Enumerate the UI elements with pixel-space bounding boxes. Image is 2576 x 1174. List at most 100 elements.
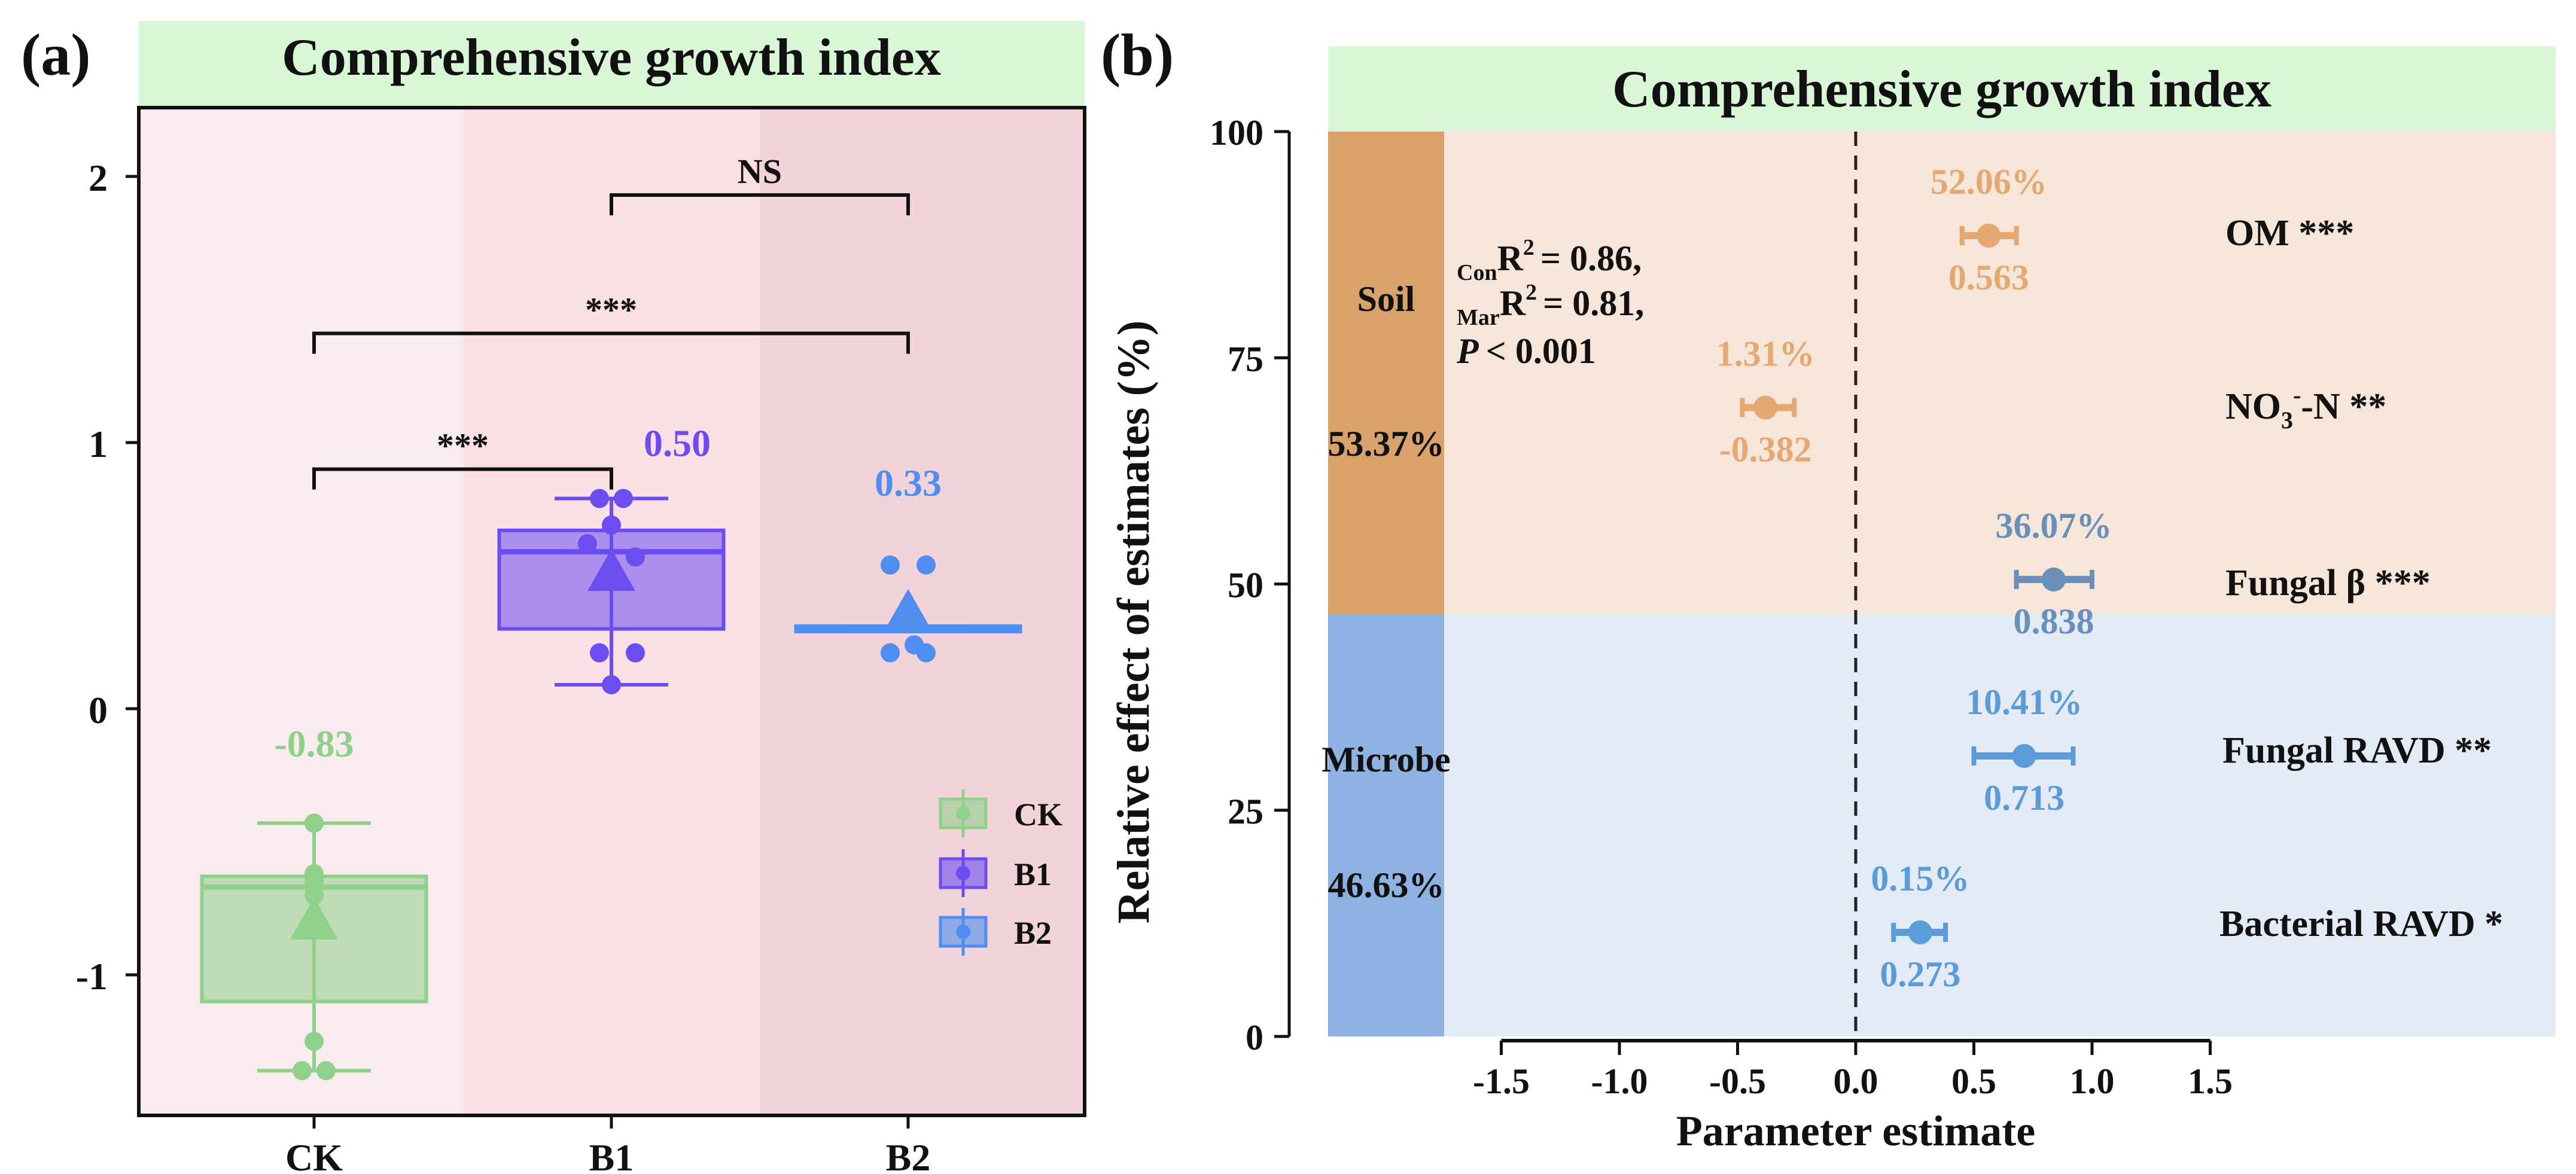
y-axis-a: -1 0 1 2	[76, 157, 139, 998]
y-tick-label-b: 75	[1228, 339, 1263, 379]
estimate-point	[1908, 920, 1932, 945]
percent-label: 1.31%	[1716, 334, 1815, 373]
data-point	[305, 813, 324, 833]
panel-a: Comprehensive growth index -1 0 1 2 *** *** N…	[76, 21, 1086, 1174]
mean-label: 0.50	[644, 422, 711, 464]
bracket-label: ***	[437, 426, 489, 465]
panel-label-b: (b)	[1101, 22, 1174, 88]
y-tick-label-b: 100	[1210, 113, 1263, 153]
estimate-point	[1977, 223, 2001, 248]
x-axis-b: -1.5 -1.0 -0.5 0.0 0.5 1.0 1.5	[1473, 1039, 2233, 1101]
legend-label: B2	[1014, 915, 1052, 951]
significance-brackets: *** *** NS	[312, 152, 910, 490]
svg-text:P< 0.001: P < 0.001	[1456, 331, 1596, 371]
group-percent: 46.63%	[1328, 865, 1445, 905]
group-bar-soil	[1328, 132, 1444, 615]
legend-item-b2: B2	[939, 908, 1052, 956]
data-point	[881, 643, 900, 663]
boxplot-b2: 0.33	[794, 462, 1022, 663]
y-tick-label-b: 0	[1246, 1018, 1263, 1057]
x-tick-label-a: B2	[886, 1136, 931, 1174]
mean-marker	[587, 549, 635, 591]
tspan: -N **	[2301, 386, 2386, 427]
panel-b: Comprehensive growth index Soil 53.37% Mic…	[1109, 47, 2556, 1155]
y-tick-label-a: 1	[89, 423, 108, 465]
title-band-b	[1328, 47, 2556, 132]
predictor-label: Fungal RAVD **	[2222, 730, 2492, 771]
mean-marker	[884, 588, 932, 631]
x-tick-label-b: 0.0	[1834, 1062, 1878, 1101]
band-microbe	[1444, 614, 2556, 1036]
percent-label: 36.07%	[1996, 506, 2112, 545]
data-point	[881, 555, 900, 575]
group-label: Microbe	[1322, 740, 1450, 779]
group-percent: 53.37%	[1328, 424, 1445, 463]
data-point	[293, 1061, 312, 1081]
data-point	[602, 675, 621, 694]
estimate-fungal-ravd: 10.41% 0.713	[1966, 682, 2082, 818]
bg-b2	[760, 108, 1085, 1115]
mean-label: -0.83	[274, 722, 354, 765]
data-point	[305, 1032, 324, 1051]
legend-dot	[956, 925, 970, 939]
boxplot-ck: -0.83	[200, 722, 428, 1081]
percent-label: 10.41%	[1966, 682, 2082, 722]
legend-item-b1: B1	[939, 849, 1052, 897]
legend-swatch	[939, 857, 988, 889]
predictor-labels: OM *** NO3--N ** Fungal β *** Fungal RAVD *…	[2219, 213, 2503, 944]
boxplot-b1: 0.50	[497, 422, 726, 694]
estimate-point	[2012, 743, 2036, 768]
tspan: NO	[2225, 386, 2281, 427]
data-point	[602, 515, 621, 535]
title-b: Comprehensive growth index	[1612, 60, 2271, 118]
legend-item-ck: CK	[939, 789, 1062, 837]
data-point	[916, 643, 936, 663]
y-tick-label-a: 2	[89, 157, 108, 199]
predictor-label: OM ***	[2225, 213, 2354, 254]
data-point	[626, 547, 645, 567]
data-point	[590, 643, 609, 663]
data-point	[305, 885, 324, 905]
y-axis-b: 0 25 50 75 100	[1210, 113, 1291, 1057]
group-bar-microbe	[1328, 614, 1444, 1036]
x-tick-label-b: -1.0	[1591, 1062, 1648, 1101]
tspan: 3	[2281, 407, 2293, 434]
data-point	[614, 489, 633, 508]
data-point	[626, 643, 645, 663]
data-point	[578, 534, 597, 554]
boxplots: -0.83 0.50 0.33	[200, 422, 1022, 1081]
estimate-label: 0.838	[2014, 602, 2094, 641]
y-tick-label-b: 50	[1228, 566, 1263, 605]
mean-label: 0.33	[875, 462, 942, 504]
group-bands: Soil 53.37% Microbe 46.63%	[1322, 132, 2556, 1036]
x-tick-label-b: 0.5	[1951, 1062, 1996, 1101]
percent-label: 0.15%	[1871, 859, 1969, 898]
predictor-label: Bacterial RAVD *	[2219, 904, 2503, 944]
x-tick-label-b: 1.0	[2070, 1062, 2115, 1101]
estimate-om: 52.06% 0.563	[1931, 162, 2047, 297]
estimate-point	[1753, 395, 1778, 420]
x-tick-label-b: -0.5	[1709, 1062, 1766, 1101]
bracket-label: NS	[738, 152, 782, 191]
title-band-a	[139, 21, 1085, 108]
group-label: Soil	[1357, 279, 1415, 319]
percent-label: 52.06%	[1931, 162, 2047, 202]
estimate-point	[2042, 567, 2066, 591]
bracket	[312, 331, 910, 354]
data-point	[316, 1061, 336, 1081]
x-tick-label-b: -1.5	[1473, 1062, 1530, 1101]
band-soil	[1444, 132, 2556, 615]
data-point	[305, 872, 324, 892]
y-axis-title-b: Relative effect of estimates (%)	[1109, 321, 1159, 924]
forest-estimates: 52.06% 0.563 1.31% -0.382 36.07% 0.838 10.41% 0…	[1716, 162, 2112, 994]
x-axis-a: CK B1 B2	[285, 1115, 930, 1174]
y-tick-label-a: 0	[89, 689, 108, 731]
svg-text:MarR2= 0.81,: MarR2 = 0.81,	[1457, 280, 1644, 330]
mean-marker	[290, 898, 338, 940]
x-tick-label-b: 1.5	[2188, 1062, 2233, 1101]
x-axis-title-b: Parameter estimate	[1676, 1107, 2035, 1155]
svg-text:ConR2= 0.86,: ConR2 = 0.86,	[1457, 235, 1642, 285]
data-point	[590, 489, 609, 508]
legend-a: CK B1 B2	[939, 789, 1062, 956]
